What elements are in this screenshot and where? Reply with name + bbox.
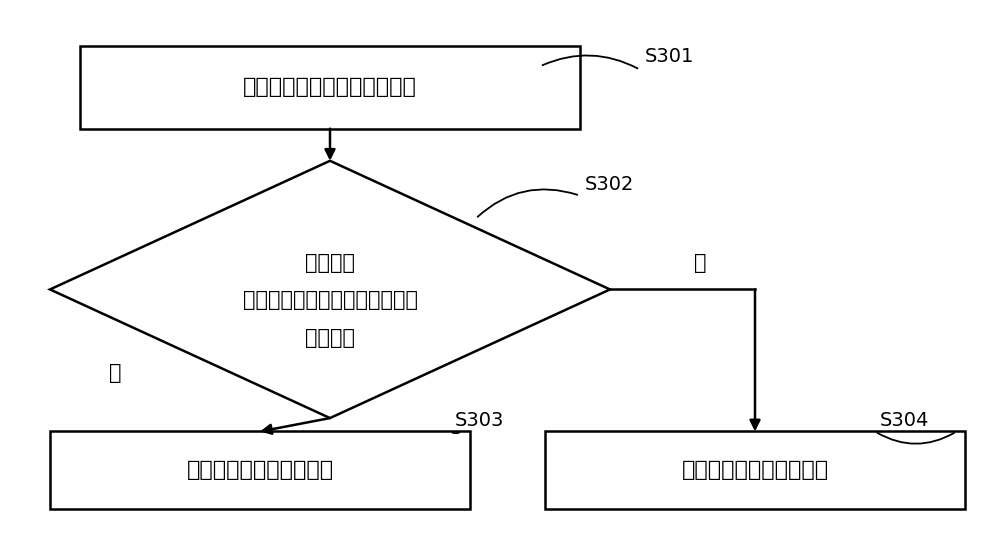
Text: 是否合法: 是否合法 bbox=[305, 327, 355, 348]
Text: 接收终端发送的入网认证信息: 接收终端发送的入网认证信息 bbox=[243, 77, 417, 97]
Text: 的公钥和入网认证信息验证终端: 的公钥和入网认证信息验证终端 bbox=[242, 290, 418, 310]
Bar bbox=[80, 46, 580, 129]
Bar bbox=[50, 431, 470, 509]
Bar bbox=[545, 431, 965, 509]
Text: S303: S303 bbox=[455, 411, 504, 430]
Polygon shape bbox=[50, 161, 610, 418]
Text: S302: S302 bbox=[585, 175, 634, 195]
Text: 应用终端: 应用终端 bbox=[305, 252, 355, 273]
Text: S301: S301 bbox=[645, 47, 694, 66]
Text: 向终端发送认证响应消息: 向终端发送认证响应消息 bbox=[186, 460, 334, 480]
Text: 是: 是 bbox=[109, 362, 121, 383]
Text: S304: S304 bbox=[880, 411, 929, 430]
Text: 向终端发送认证失败消息: 向终端发送认证失败消息 bbox=[681, 460, 829, 480]
Text: 否: 否 bbox=[694, 252, 706, 273]
